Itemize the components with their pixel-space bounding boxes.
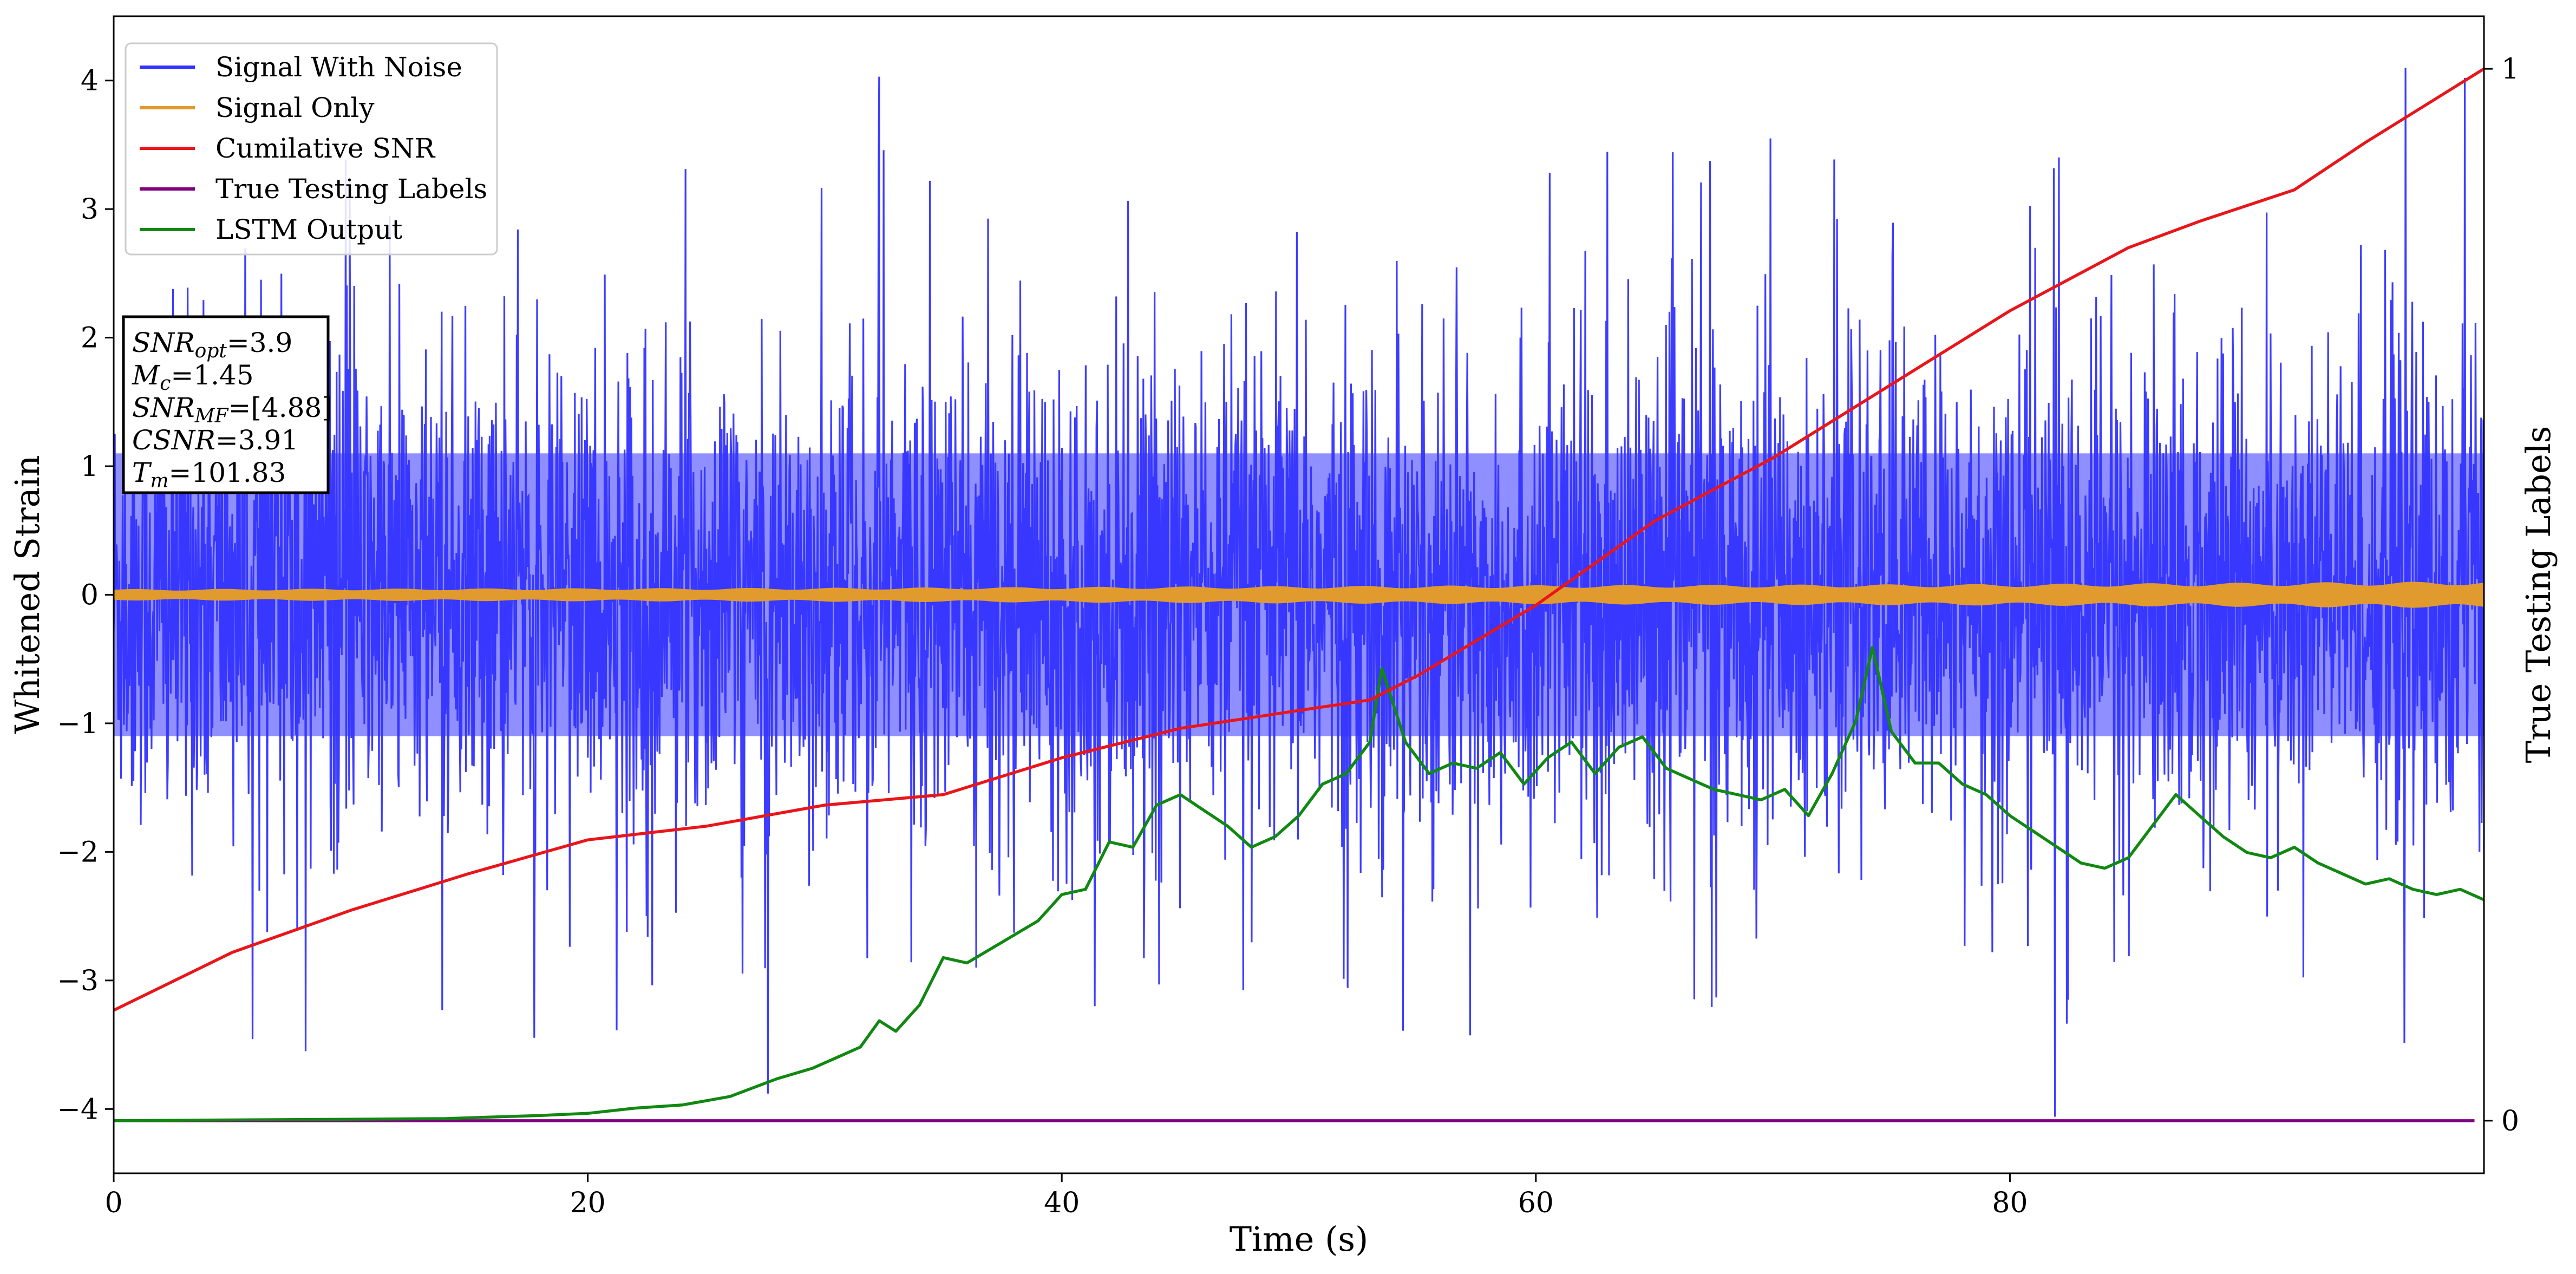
legend-entry-label: True Testing Labels xyxy=(215,173,487,205)
y-axis: −4 −3 −2 −1 0 1 2 3 4 xyxy=(57,65,114,1126)
legend-box xyxy=(125,42,498,256)
y-tick-label: 2 xyxy=(81,322,99,355)
y-axis-label: Whitened Strain xyxy=(8,455,47,734)
lstm-output-line xyxy=(114,645,2484,1122)
y2-tick-label: 0 xyxy=(2501,1105,2519,1138)
legend: Signal With Noise Signal Only Cumilative S… xyxy=(125,42,498,256)
x-tick-label: 20 xyxy=(570,1187,606,1219)
y-tick-label: −4 xyxy=(57,1093,99,1126)
y-tick-label: 4 xyxy=(81,65,99,97)
x-tick-label: 80 xyxy=(1992,1187,2028,1219)
right-axis-series xyxy=(114,67,2484,1122)
legend-entry-label: Cumilative SNR xyxy=(215,133,435,164)
legend-entry-label: LSTM Output xyxy=(215,214,402,245)
legend-entry-label: Signal Only xyxy=(215,92,375,123)
x-tick-label: 60 xyxy=(1518,1187,1554,1219)
y2-axis-label: True Testing Labels xyxy=(2519,426,2558,763)
annotation-line: SNRMF=[4.88] xyxy=(132,392,332,427)
annotation-box xyxy=(122,315,330,494)
legend-entry-label: Signal With Noise xyxy=(215,51,462,83)
x-axis: 0 20 40 60 80 xyxy=(104,1173,2028,1219)
x-tick-label: 0 xyxy=(104,1187,122,1219)
annotation-line: CSNR=3.91 xyxy=(132,424,298,456)
y-tick-label: 1 xyxy=(81,450,99,483)
annotation-line: Mc=1.45 xyxy=(132,360,254,395)
y2-tick-label: 1 xyxy=(2501,53,2519,86)
y-tick-label: 0 xyxy=(81,579,99,612)
y2-axis: 01 xyxy=(2484,53,2519,1138)
annotation-line: SNRopt=3.9 xyxy=(132,327,292,362)
signal-only-series xyxy=(114,582,2484,608)
y-tick-label: 3 xyxy=(81,193,99,226)
parameter-annotation: SNRopt=3.9Mc=1.45SNRMF=[4.88]CSNR=3.91Tm… xyxy=(122,315,332,494)
y-tick-label: −2 xyxy=(57,836,99,868)
annotation-line: Tm=101.83 xyxy=(132,457,286,492)
y-tick-label: −3 xyxy=(57,965,99,997)
x-tick-label: 40 xyxy=(1044,1187,1080,1219)
cumilative-snr-line xyxy=(114,67,2484,1012)
x-axis-label: Time (s) xyxy=(1230,1219,1369,1259)
signal-only-band xyxy=(114,582,2484,608)
y-tick-label: −1 xyxy=(57,708,99,740)
